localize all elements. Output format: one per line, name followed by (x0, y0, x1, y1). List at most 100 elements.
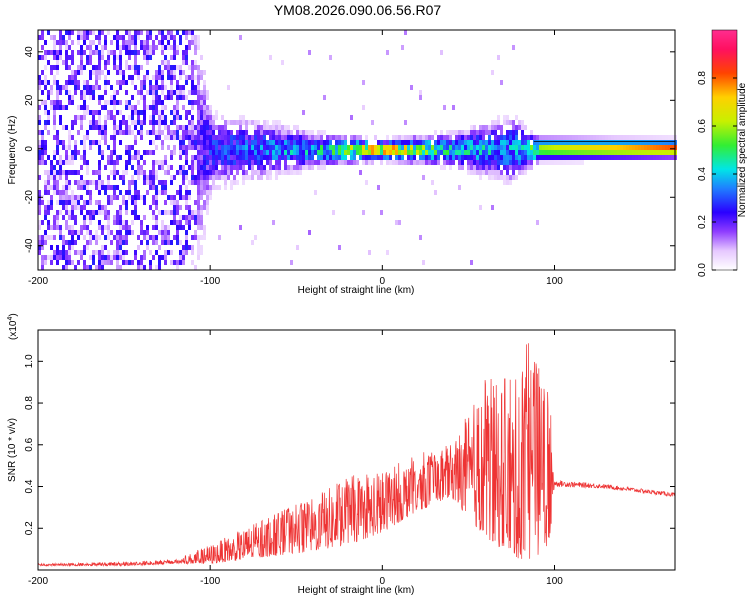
spectrogram-cell (632, 140, 635, 145)
spectrogram-cell (152, 160, 155, 165)
spectrogram-cell (53, 215, 56, 220)
spectrogram-cell (230, 120, 233, 125)
spectrogram-cell (665, 150, 668, 155)
spectrogram-cell (152, 150, 155, 155)
spectrogram-cell (329, 160, 332, 165)
spectrogram-cell (41, 160, 44, 165)
spectrogram-cell (302, 130, 305, 135)
spectrogram-cell (473, 150, 476, 155)
spectrogram-cell (197, 70, 200, 75)
spectrogram-cell (128, 125, 131, 130)
spectrogram-cell (206, 140, 209, 145)
spectrogram-cell (239, 135, 242, 140)
spectrogram-cell (215, 125, 218, 130)
spectrogram-cell (281, 125, 284, 130)
spectrogram-cell (143, 250, 146, 255)
spectrogram-cell (218, 170, 221, 175)
spectrogram-cell (77, 65, 80, 70)
spectrogram-cell (518, 165, 521, 170)
spectrogram-cell (311, 165, 314, 170)
spectrogram-cell (86, 30, 89, 35)
spectrogram-cell (314, 150, 317, 155)
spectrogram-cell (245, 145, 248, 150)
spectrogram-cell (188, 165, 191, 170)
spectrogram-cell (140, 90, 143, 95)
spectrogram-cell (179, 40, 182, 45)
spectrogram-cell (95, 125, 98, 130)
spectrogram-cell (440, 130, 443, 135)
spectrogram-cell (581, 140, 584, 145)
spectrogram-cell (302, 155, 305, 160)
spectrogram-cell (173, 205, 176, 210)
spectrogram-cell (107, 175, 110, 180)
spectrogram-cell (101, 210, 104, 215)
spectrogram-cell (119, 100, 122, 105)
spectrogram-cell (89, 60, 92, 65)
spectrogram-cell (272, 150, 275, 155)
spectrogram-cell (389, 160, 392, 165)
spectrogram-cell (443, 165, 446, 170)
spectrogram-cell (335, 140, 338, 145)
spectrogram-cell (149, 180, 152, 185)
spectrogram-cell (128, 185, 131, 190)
spectrogram-cell (497, 140, 500, 145)
spectrogram-cell (248, 160, 251, 165)
spectrogram-cell (107, 250, 110, 255)
spectrogram-cell (377, 150, 380, 155)
spectrogram-cell (317, 140, 320, 145)
spectrogram-cell (152, 180, 155, 185)
spectrogram-cell (434, 155, 437, 160)
spectrogram-cell (44, 170, 47, 175)
spectrogram-cell (188, 140, 191, 145)
spectrogram-cell (125, 160, 128, 165)
spectrogram-cell (98, 170, 101, 175)
spectrogram-cell (104, 100, 107, 105)
spectrogram-cell (110, 115, 113, 120)
spectrogram-cell (671, 150, 674, 155)
spectrogram-cell (137, 155, 140, 160)
spectrogram-cell (71, 240, 74, 245)
spectrogram-cell (116, 195, 119, 200)
spectrogram-cell (98, 265, 101, 270)
spectrogram-cell (254, 130, 257, 135)
spectrogram-cell (47, 185, 50, 190)
spectrogram-cell (398, 150, 401, 155)
spectrogram-cell (311, 150, 314, 155)
spectrogram-cell (521, 140, 524, 145)
spectrogram-cell (188, 195, 191, 200)
spectrogram-cell (524, 160, 527, 165)
spectrogram-cell (98, 165, 101, 170)
spectrogram-cell (155, 190, 158, 195)
spectrogram-cell (59, 210, 62, 215)
spectrogram-cell (131, 65, 134, 70)
spectrogram-cell (455, 135, 458, 140)
spectrogram-cell (428, 160, 431, 165)
spectrogram-cell (62, 145, 65, 150)
spectrogram-cell (134, 50, 137, 55)
spectrogram-cell (59, 225, 62, 230)
spectrogram-cell (431, 155, 434, 160)
spectrogram-cell (41, 245, 44, 250)
spectrogram-cell (614, 150, 617, 155)
spectrogram-cell (119, 205, 122, 210)
spectrogram-cell (206, 195, 209, 200)
spectrogram-cell (428, 155, 431, 160)
spectrogram-cell (155, 205, 158, 210)
spectrogram-cell (41, 200, 44, 205)
snr-y-label: SNR (10 * v/v) (7, 418, 18, 482)
spectrogram-cell (191, 250, 194, 255)
spectrogram-cell (491, 150, 494, 155)
spectrogram-cell (143, 115, 146, 120)
spectrogram-cell (164, 160, 167, 165)
spectrogram-cell (95, 235, 98, 240)
spectrogram-cell (176, 210, 179, 215)
spectrogram-cell (581, 150, 584, 155)
spectrogram-cell (242, 140, 245, 145)
spectrogram-cell (194, 230, 197, 235)
spectrogram-cell (509, 180, 512, 185)
spectrogram-cell (74, 115, 77, 120)
spectrogram-cell (86, 225, 89, 230)
spectrogram-cell (308, 140, 311, 145)
spectrogram-cell (155, 105, 158, 110)
